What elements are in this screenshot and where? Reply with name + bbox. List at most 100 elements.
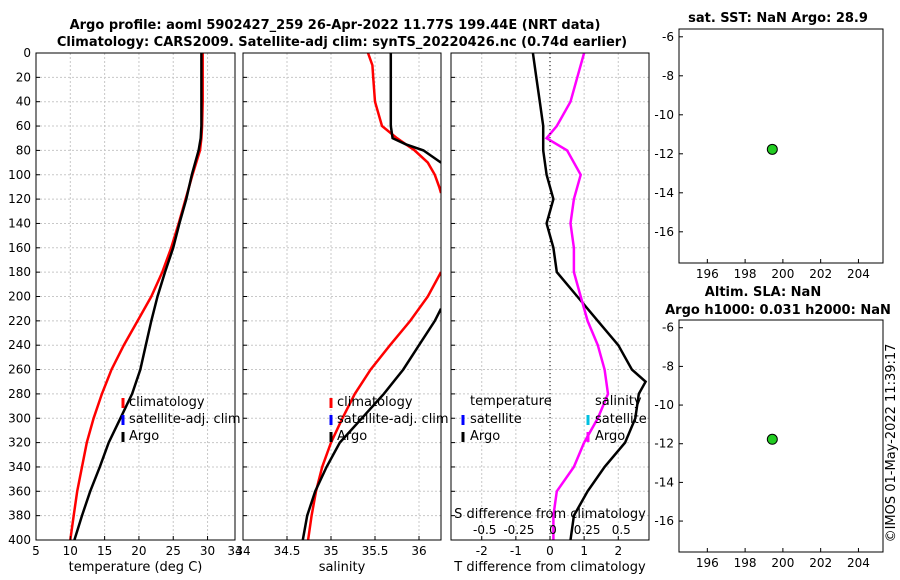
x-tick-label: 35.5 bbox=[362, 544, 389, 558]
y-tick-label: 340 bbox=[8, 460, 31, 474]
x-axis-label: temperature (deg C) bbox=[69, 560, 203, 575]
y-tick-label: 360 bbox=[8, 484, 31, 498]
top-tick-label: 0 bbox=[549, 523, 557, 537]
salinity-panel: 34 34.5 35 35.5 36 salinity climatology satelli… bbox=[235, 52, 449, 575]
y-tick-label: -8 bbox=[662, 359, 674, 373]
y-tick-label: -12 bbox=[654, 437, 674, 451]
legend-label: climatology bbox=[337, 395, 413, 410]
float-position-marker bbox=[766, 433, 778, 445]
y-tick-label: -10 bbox=[654, 108, 674, 122]
x-tick-label: 25 bbox=[166, 544, 181, 558]
legend-label: Argo bbox=[595, 429, 625, 444]
temperature-panel: 5 10 15 20 25 30 34020406080100120140160180200… bbox=[8, 46, 243, 575]
y-tick-label: 300 bbox=[8, 411, 31, 425]
y-tick-label: -6 bbox=[662, 30, 674, 44]
y-tick-label: -12 bbox=[654, 147, 674, 161]
series-line-s-argo-clim bbox=[544, 53, 610, 540]
legend-header-salinity: salinity bbox=[595, 394, 642, 409]
top-tick-label: -0.25 bbox=[503, 523, 534, 537]
x-tick-label: 200 bbox=[771, 267, 794, 281]
y-tick-label: -14 bbox=[654, 475, 674, 489]
legend-label: satellite bbox=[595, 412, 647, 427]
y-tick-label: 400 bbox=[8, 533, 31, 547]
x-tick-label: 35 bbox=[323, 544, 338, 558]
sst-map-panel: 196 198 200 202 204 -6 -8 -10 -12 -14 -16 bbox=[654, 28, 884, 281]
y-tick-label: 160 bbox=[8, 241, 31, 255]
difference-panel: -2 -1 0 1 2 T difference from climatology S di… bbox=[450, 52, 650, 575]
altim-title-2: Argo h1000: 0.031 h2000: NaN bbox=[665, 303, 891, 318]
series-line-argo bbox=[389, 53, 441, 164]
x-tick-label: 30 bbox=[200, 544, 215, 558]
y-tick-label: 0 bbox=[23, 46, 31, 60]
y-tick-label: -16 bbox=[654, 514, 674, 528]
x-tick-label: 20 bbox=[131, 544, 146, 558]
legend-label: satellite bbox=[470, 412, 522, 427]
y-tick-label: 60 bbox=[16, 119, 31, 133]
top-axis-label: S difference from climatology bbox=[454, 507, 646, 522]
y-tick-label: -14 bbox=[654, 186, 674, 200]
legend-label: Argo bbox=[337, 429, 367, 444]
series-line-argo bbox=[301, 308, 441, 540]
legend-header-temperature: temperature bbox=[470, 394, 552, 409]
y-tick-label: 180 bbox=[8, 265, 31, 279]
y-tick-label: 260 bbox=[8, 363, 31, 377]
title-line-1: Argo profile: aoml 5902427_259 26-Apr-20… bbox=[70, 18, 601, 33]
x-tick-label: 10 bbox=[63, 544, 78, 558]
top-tick-label: 0.5 bbox=[612, 523, 631, 537]
y-tick-label: 140 bbox=[8, 216, 31, 230]
x-axis-label: T difference from climatology bbox=[453, 560, 646, 575]
legend-label: satellite-adj. clim bbox=[129, 412, 241, 427]
y-tick-label: 200 bbox=[8, 290, 31, 304]
series-line-climatology bbox=[366, 53, 441, 194]
x-tick-label: 202 bbox=[809, 267, 832, 281]
legend-label: satellite-adj. clim bbox=[337, 412, 449, 427]
x-tick-label: 198 bbox=[734, 267, 757, 281]
altim-title-1: Altim. SLA: NaN bbox=[705, 285, 821, 300]
legend-label: Argo bbox=[470, 429, 500, 444]
series-line-climatology bbox=[306, 271, 441, 540]
y-tick-label: -8 bbox=[662, 69, 674, 83]
x-tick-label: 198 bbox=[734, 556, 757, 570]
x-tick-label: 200 bbox=[771, 556, 794, 570]
y-tick-label: -16 bbox=[654, 225, 674, 239]
imos-watermark: ©IMOS 01-May-2022 11:39:17 bbox=[884, 344, 899, 543]
x-tick-label: 0 bbox=[546, 544, 554, 558]
top-tick-label: -0.5 bbox=[473, 523, 496, 537]
y-tick-label: 280 bbox=[8, 387, 31, 401]
y-tick-label: 20 bbox=[16, 70, 31, 84]
y-tick-label: 80 bbox=[16, 143, 31, 157]
y-tick-label: 240 bbox=[8, 338, 31, 352]
series-line-argo bbox=[73, 53, 203, 540]
float-position-marker bbox=[766, 143, 778, 155]
x-tick-label: 36 bbox=[411, 544, 426, 558]
y-tick-label: -6 bbox=[662, 321, 674, 335]
y-tick-label: 380 bbox=[8, 509, 31, 523]
x-tick-label: 15 bbox=[97, 544, 112, 558]
x-tick-label: 34.5 bbox=[274, 544, 301, 558]
x-tick-label: 204 bbox=[847, 267, 870, 281]
sla-map-panel: 196 198 200 202 204 -6 -8 -10 -12 -14 -16 bbox=[654, 319, 884, 570]
x-tick-label: 196 bbox=[696, 267, 719, 281]
y-tick-label: 320 bbox=[8, 436, 31, 450]
map-frame bbox=[678, 319, 884, 553]
y-tick-label: 120 bbox=[8, 192, 31, 206]
y-tick-label: 100 bbox=[8, 168, 31, 182]
x-tick-label: -1 bbox=[510, 544, 522, 558]
top-tick-label: 0.25 bbox=[574, 523, 601, 537]
y-tick-label: 40 bbox=[16, 95, 31, 109]
sst-title: sat. SST: NaN Argo: 28.9 bbox=[688, 11, 868, 26]
x-tick-label: 5 bbox=[32, 544, 40, 558]
title-line-2: Climatology: CARS2009. Satellite-adj cli… bbox=[57, 35, 627, 50]
y-tick-label: -10 bbox=[654, 398, 674, 412]
x-tick-label: 34 bbox=[227, 544, 242, 558]
series-line-t-argo-clim bbox=[531, 53, 648, 540]
x-tick-label: 34 bbox=[235, 544, 250, 558]
x-tick-label: 196 bbox=[696, 556, 719, 570]
legend-label: climatology bbox=[129, 395, 205, 410]
map-frame bbox=[678, 28, 884, 264]
x-axis-label: salinity bbox=[319, 560, 366, 575]
x-tick-label: 1 bbox=[580, 544, 588, 558]
x-tick-label: 204 bbox=[847, 556, 870, 570]
y-tick-label: 220 bbox=[8, 314, 31, 328]
